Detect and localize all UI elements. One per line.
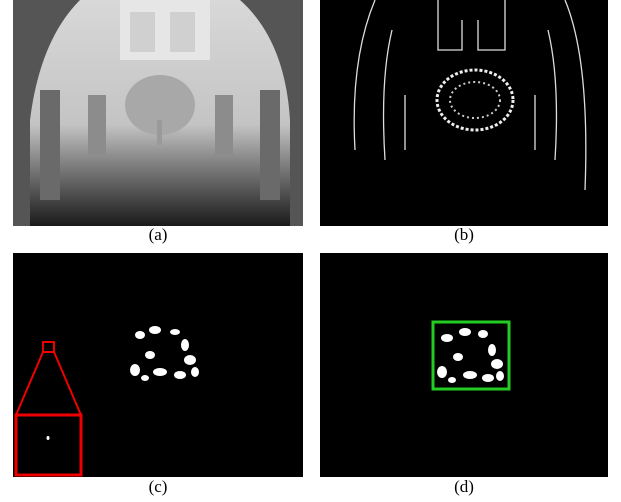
caption: (a) bbox=[149, 225, 168, 244]
caption: (d) bbox=[454, 477, 474, 496]
panel-d-image bbox=[320, 253, 608, 477]
caption: (c) bbox=[149, 477, 168, 496]
panel-c-image bbox=[13, 253, 303, 477]
panel-b-image bbox=[320, 0, 608, 226]
panel-a-image bbox=[13, 0, 303, 226]
figure: (a) (b) (c) (d) bbox=[0, 0, 621, 502]
caption: (b) bbox=[454, 225, 474, 244]
